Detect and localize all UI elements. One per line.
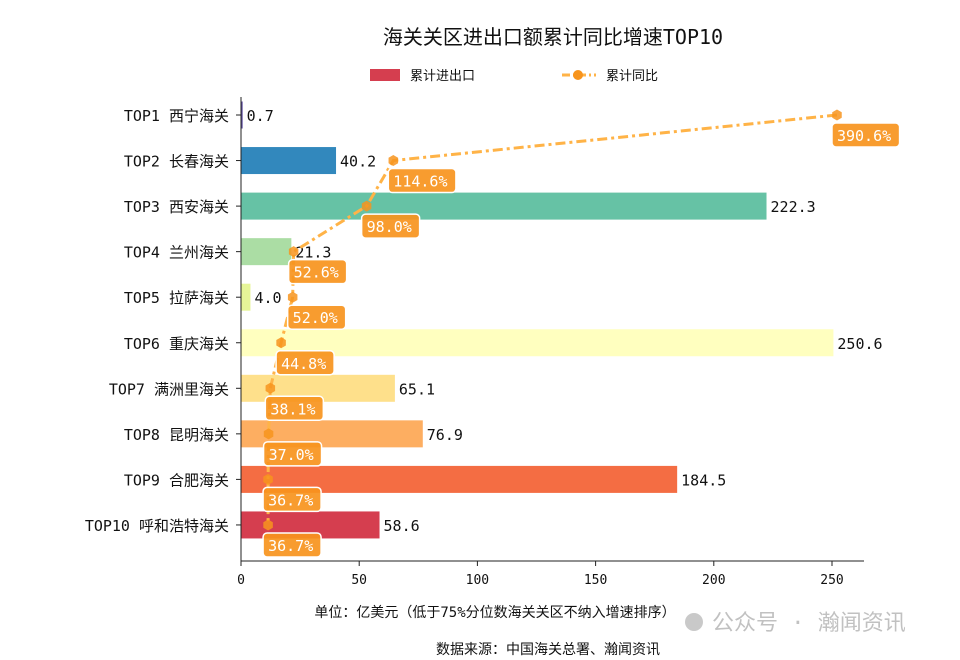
bar-value-label: 58.6 (384, 517, 420, 535)
bar-value-label: 40.2 (340, 153, 376, 171)
growth-label-box (831, 122, 901, 148)
growth-marker (832, 109, 842, 121)
y-tick-label: TOP6 重庆海关 (124, 335, 229, 353)
bar-value-label: 222.3 (771, 198, 816, 216)
x-tick-label: 100 (466, 573, 489, 588)
growth-label-box (264, 395, 325, 422)
growth-value-label: 36.7% (268, 491, 313, 509)
growth-value-label: 52.0% (293, 309, 338, 327)
growth-value-label: 390.6% (837, 127, 891, 145)
bar-value-label: 0.7 (247, 107, 274, 125)
growth-value-label: 37.0% (269, 446, 314, 464)
growth-label-box (262, 441, 323, 467)
growth-marker (361, 200, 372, 212)
x-tick-label: 200 (702, 573, 725, 588)
y-tick-label: TOP1 西宁海关 (124, 107, 229, 125)
growth-label-box (262, 486, 322, 513)
legend-label-bar: 累计进出口 (410, 69, 475, 84)
growth-label-box (287, 258, 348, 285)
growth-marker (287, 291, 298, 303)
x-tick-label: 250 (820, 573, 843, 588)
bar-value-label: 184.5 (681, 471, 726, 489)
bar-value-label: 21.3 (295, 244, 331, 262)
svg-text:公众号 · 瀚闻资讯: 公众号 · 瀚闻资讯 (712, 611, 906, 636)
growth-label-box (360, 213, 421, 239)
growth-value-label: 98.0% (367, 218, 412, 236)
bar (241, 238, 292, 266)
y-tick-label: TOP4 兰州海关 (124, 244, 229, 262)
x-tick-label: 50 (351, 573, 367, 588)
growth-marker (388, 155, 399, 167)
bar (241, 101, 243, 129)
x-tick-label: 150 (584, 573, 607, 588)
growth-marker (263, 519, 273, 531)
bar-value-label: 76.9 (427, 426, 463, 444)
growth-marker (263, 428, 274, 440)
growth-value-label: 44.8% (281, 355, 326, 373)
growth-label-box (286, 304, 347, 330)
source-note: 数据来源：中国海关总署、瀚闻资讯 (436, 642, 660, 658)
legend-marker (573, 70, 583, 80)
y-tick-label: TOP3 西安海关 (124, 198, 229, 216)
x-axis-label: 单位：亿美元（低于75%分位数海关关区不纳入增速排序） (314, 605, 675, 621)
growth-value-label: 38.1% (270, 400, 315, 418)
y-tick-label: TOP10 呼和浩特海关 (85, 517, 229, 535)
legend-swatch-bar (370, 69, 400, 81)
bar-value-label: 250.6 (837, 335, 882, 353)
x-tick-label: 0 (237, 573, 245, 588)
bar-value-label: 65.1 (399, 380, 435, 398)
bar (241, 283, 251, 311)
bar (241, 329, 834, 357)
growth-marker (288, 246, 299, 258)
growth-value-label: 36.7% (268, 537, 313, 555)
growth-value-label: 52.6% (294, 264, 339, 282)
growth-label-box (275, 350, 335, 376)
growth-line (266, 113, 838, 525)
growth-value-label: 114.6% (393, 173, 447, 191)
chart-title: 海关关区进出口额累计同比增速TOP10 (383, 25, 723, 49)
y-tick-label: TOP5 拉萨海关 (124, 289, 229, 307)
legend-label-line: 累计同比 (606, 69, 658, 84)
y-tick-label: TOP8 昆明海关 (124, 426, 229, 444)
growth-marker (265, 382, 276, 394)
legend: 累计进出口 累计同比 (370, 69, 658, 84)
bar (241, 192, 767, 220)
y-tick-label: TOP2 长春海关 (124, 153, 229, 171)
growth-label-box (262, 532, 322, 558)
y-tick-label: TOP7 满洲里海关 (109, 380, 229, 398)
y-tick-label: TOP9 合肥海关 (124, 471, 229, 489)
growth-label-box (387, 167, 457, 194)
wechat-icon (685, 613, 703, 631)
growth-marker (276, 337, 286, 349)
bar (241, 147, 337, 175)
growth-marker (263, 473, 273, 485)
watermark: 公众号 · 瀚闻资讯 (685, 611, 906, 636)
bar-value-label: 4.0 (254, 289, 281, 307)
